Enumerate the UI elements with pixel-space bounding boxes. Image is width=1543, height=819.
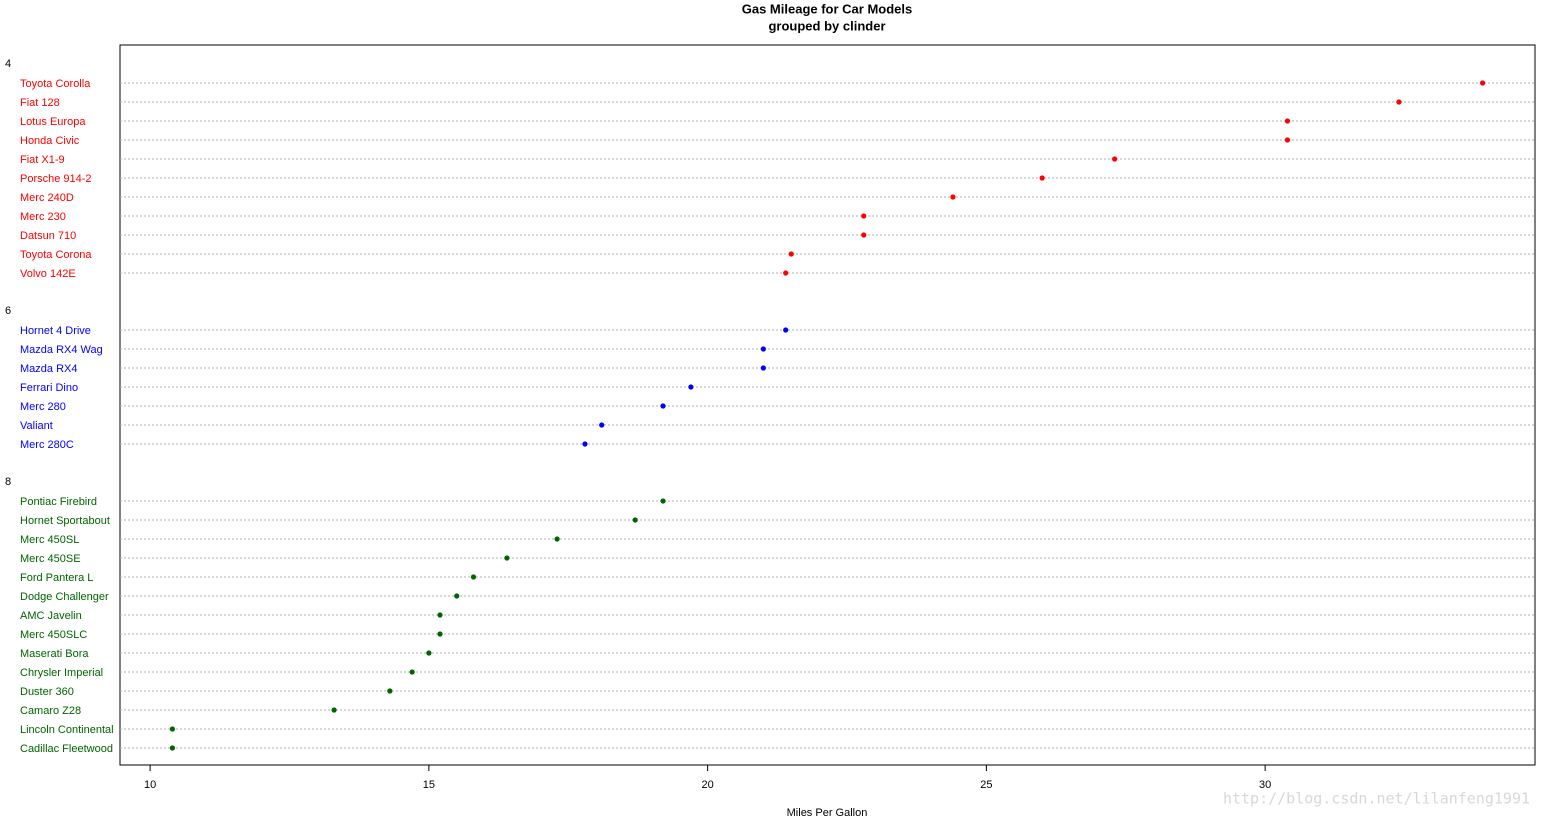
category-label: Maserati Bora: [20, 648, 89, 660]
category-label: Hornet Sportabout: [20, 515, 110, 527]
category-label: Porsche 914-2: [20, 173, 92, 185]
category-label: Fiat X1-9: [20, 154, 65, 166]
category-label: Pontiac Firebird: [20, 496, 97, 508]
dot: [950, 194, 956, 200]
category-label: Duster 360: [20, 686, 74, 698]
category-label: Merc 280: [20, 401, 66, 413]
category-label: Chrysler Imperial: [20, 667, 103, 679]
category-label: Honda Civic: [20, 135, 80, 147]
group-label: 8: [5, 476, 11, 488]
category-label: Merc 450SL: [20, 534, 79, 546]
category-label: Ferrari Dino: [20, 382, 78, 394]
dot: [454, 593, 460, 599]
dot: [1396, 99, 1402, 105]
dot: [632, 517, 638, 523]
category-label: Toyota Corona: [20, 249, 92, 261]
dot: [861, 213, 867, 219]
category-label: Volvo 142E: [20, 268, 76, 280]
dot: [783, 327, 789, 333]
x-tick-label: 10: [144, 779, 156, 791]
x-tick-label: 25: [980, 779, 992, 791]
group-label: 4: [5, 58, 11, 70]
x-tick-label: 30: [1259, 779, 1271, 791]
category-label: Merc 280C: [20, 439, 74, 451]
category-label: Fiat 128: [20, 97, 60, 109]
category-label: Datsun 710: [20, 230, 76, 242]
chart-subtitle: grouped by clinder: [768, 18, 885, 33]
category-label: Dodge Challenger: [20, 591, 109, 603]
category-label: Valiant: [20, 420, 53, 432]
category-label: Ford Pantera L: [20, 572, 93, 584]
dot: [582, 441, 588, 447]
dot: [660, 498, 666, 504]
dot: [387, 688, 393, 694]
dot: [1039, 175, 1045, 181]
x-tick-label: 15: [423, 779, 435, 791]
dot: [409, 669, 415, 675]
dot: [504, 555, 510, 561]
dot: [660, 403, 666, 409]
group-label: 6: [5, 305, 11, 317]
dot: [169, 745, 176, 751]
category-label: Merc 240D: [20, 192, 74, 204]
dot: [1112, 156, 1118, 162]
dot: [470, 574, 477, 580]
category-label: Mazda RX4: [20, 363, 77, 375]
category-label: Camaro Z28: [20, 705, 81, 717]
dot: [331, 707, 337, 713]
category-label: Hornet 4 Drive: [20, 325, 91, 337]
category-label: Merc 450SE: [20, 553, 81, 565]
category-label: Toyota Corolla: [20, 78, 91, 90]
watermark: http://blog.csdn.net/lilanfeng1991: [1223, 790, 1530, 808]
dot: [169, 726, 176, 732]
category-label: Lincoln Continental: [20, 724, 114, 736]
chart-title: Gas Mileage for Car Models: [742, 1, 913, 16]
dot: [760, 365, 766, 371]
category-label: Merc 230: [20, 211, 66, 223]
dot: [788, 251, 794, 257]
dot: [861, 232, 867, 238]
category-label: AMC Javelin: [20, 610, 82, 622]
dot: [783, 270, 789, 276]
dot: [760, 346, 766, 352]
dot: [426, 650, 432, 656]
x-axis-label: Miles Per Gallon: [787, 807, 868, 819]
dot: [1284, 137, 1291, 143]
category-label: Merc 450SLC: [20, 629, 87, 641]
dot: [437, 612, 443, 618]
dot: [437, 631, 443, 637]
category-label: Lotus Europa: [20, 116, 86, 128]
dot: [1479, 80, 1486, 86]
category-label: Cadillac Fleetwood: [20, 743, 113, 755]
dot: [1284, 118, 1291, 124]
dot: [554, 536, 560, 542]
plot-frame: [119, 44, 1536, 766]
dot: [599, 422, 605, 428]
x-tick-label: 20: [702, 779, 714, 791]
category-label: Mazda RX4 Wag: [20, 344, 103, 356]
dot: [688, 384, 694, 390]
